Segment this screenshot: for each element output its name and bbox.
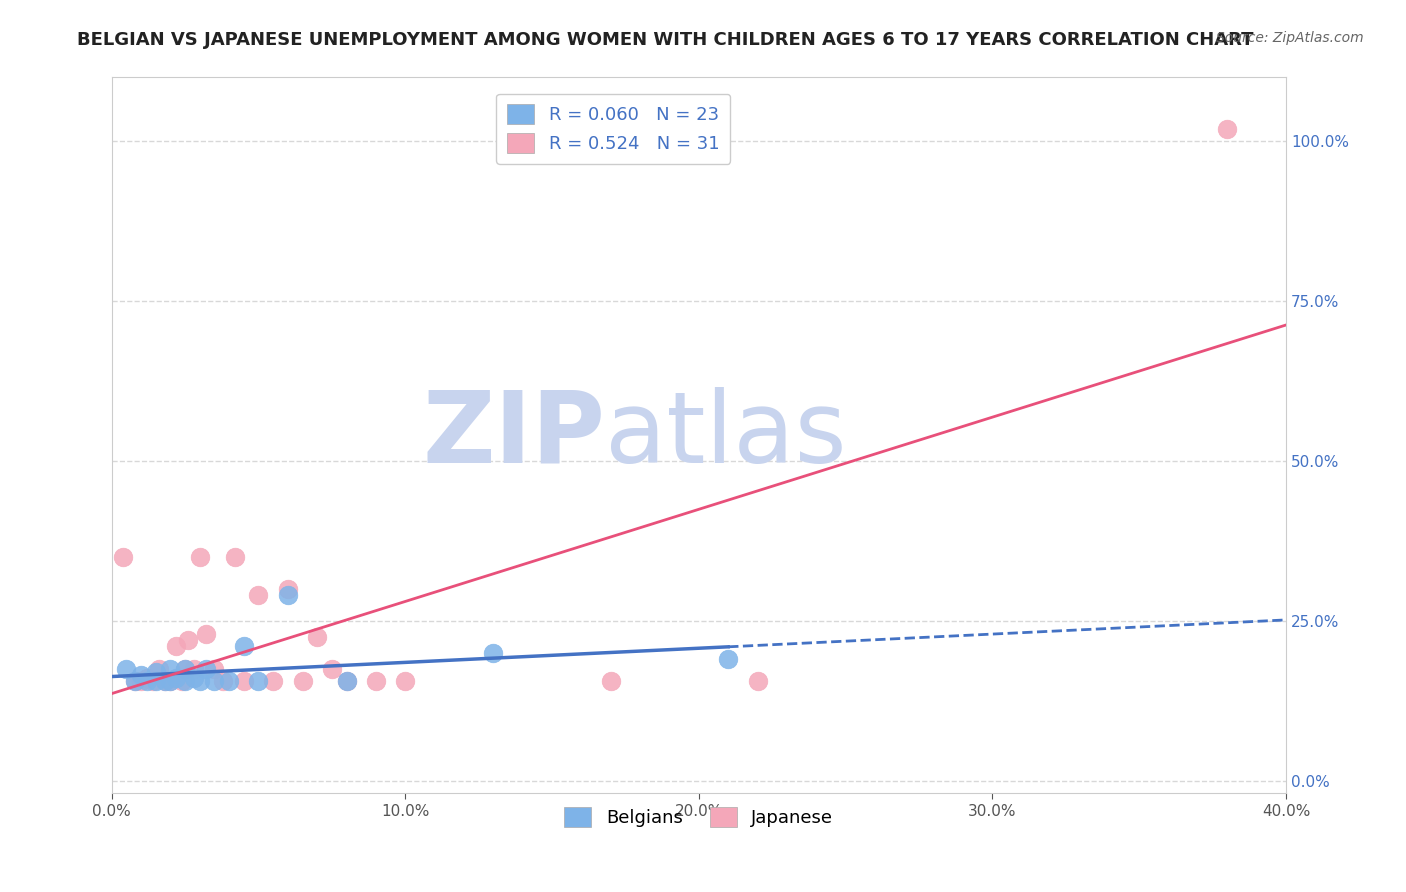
Point [747, 674, 769, 689]
Point [291, 674, 314, 689]
Point [599, 674, 621, 689]
Point [177, 632, 200, 647]
Point [145, 674, 167, 689]
Legend: Belgians, Japanese: Belgians, Japanese [557, 800, 841, 834]
Point [321, 662, 343, 676]
Point [129, 668, 152, 682]
Point [172, 674, 194, 689]
Point [394, 674, 416, 689]
Point [124, 674, 146, 689]
Point [136, 674, 159, 689]
Point [153, 674, 176, 689]
Point [124, 674, 146, 689]
Point [174, 662, 197, 676]
Point [218, 674, 240, 689]
Point [224, 549, 246, 564]
Point [364, 674, 387, 689]
Text: ZIP: ZIP [422, 387, 605, 483]
Point [153, 674, 176, 689]
Point [112, 549, 135, 564]
Point [188, 674, 211, 689]
Point [232, 640, 254, 654]
Text: atlas: atlas [605, 387, 846, 483]
Point [159, 662, 181, 676]
Point [165, 640, 187, 654]
Text: BELGIAN VS JAPANESE UNEMPLOYMENT AMONG WOMEN WITH CHILDREN AGES 6 TO 17 YEARS CO: BELGIAN VS JAPANESE UNEMPLOYMENT AMONG W… [77, 31, 1254, 49]
Point [335, 674, 357, 689]
Point [159, 674, 181, 689]
Point [247, 674, 270, 689]
Point [262, 674, 284, 689]
Point [188, 549, 211, 564]
Point [232, 674, 254, 689]
Point [307, 630, 329, 644]
Text: Source: ZipAtlas.com: Source: ZipAtlas.com [1216, 31, 1364, 45]
Point [247, 588, 270, 602]
Point [174, 662, 197, 676]
Point [159, 674, 181, 689]
Point [277, 582, 299, 596]
Point [717, 652, 740, 666]
Point [148, 662, 170, 676]
Point [165, 671, 187, 685]
Point [277, 588, 299, 602]
Point [482, 646, 505, 660]
Point [183, 671, 205, 685]
Point [183, 662, 205, 676]
Point [145, 665, 167, 679]
Point [129, 674, 152, 689]
Point [136, 671, 159, 685]
Point [335, 674, 357, 689]
Point [194, 662, 217, 676]
Point [204, 674, 226, 689]
Point [142, 674, 165, 689]
Point [1216, 121, 1239, 136]
Point [115, 662, 138, 676]
Point [174, 674, 197, 689]
Point [212, 674, 235, 689]
Point [204, 662, 226, 676]
Point [194, 626, 217, 640]
